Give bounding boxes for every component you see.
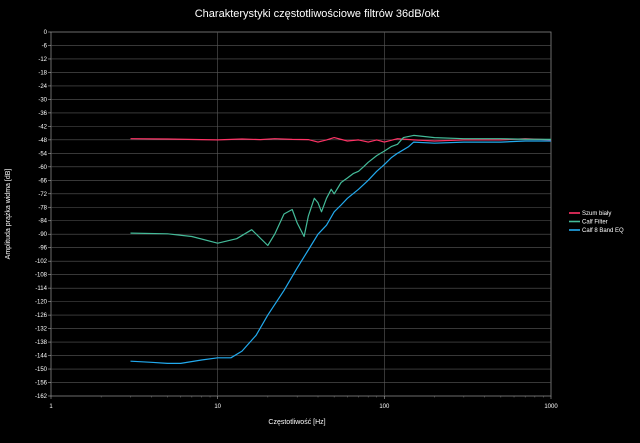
chart-title: Charakterystyki częstotliwościowe filtró… (195, 8, 440, 20)
legend: Szum biały Calf Filter Calf 8 Band EQ (569, 211, 624, 234)
y-tick-label: -66 (38, 178, 47, 184)
x-axis-ticks: 1 10 100 1000 (49, 396, 558, 410)
y-tick-label: -42 (38, 124, 47, 130)
series-line-1 (130, 134, 552, 247)
y-tick-label: -24 (38, 84, 47, 90)
y-tick-label: -6 (42, 43, 48, 49)
series-lines (130, 134, 552, 364)
y-tick-label: -144 (35, 354, 48, 360)
y-tick-label: -120 (35, 300, 48, 306)
y-tick-label: -162 (35, 394, 48, 400)
series-line-0 (130, 137, 552, 143)
y-tick-label: -96 (38, 246, 47, 252)
y-tick-label: -138 (35, 340, 48, 346)
series-line-2 (130, 140, 551, 364)
plot-area (50, 31, 552, 397)
y-tick-label: -72 (38, 192, 47, 198)
grid (51, 32, 551, 396)
y-tick-label: -60 (38, 165, 47, 171)
y-tick-label: -12 (38, 57, 47, 63)
y-axis-ticks: 0 -6 -12 -18 -24 -30 -36 -42 -48 -54 -60 -66 -72 -78 -… (35, 30, 51, 400)
y-tick-label: 0 (44, 30, 48, 36)
x-tick-label: 1000 (544, 404, 558, 410)
y-tick-label: -102 (35, 259, 48, 265)
y-tick-label: -90 (38, 232, 47, 238)
y-tick-label: -156 (35, 381, 48, 387)
y-axis-title: Amplituda prążka widma [dB] (5, 169, 12, 260)
y-tick-label: -84 (38, 219, 47, 225)
y-tick-label: -36 (38, 111, 47, 117)
y-tick-label: -126 (35, 313, 48, 319)
legend-label: Szum biały (582, 211, 611, 217)
y-tick-label: -78 (38, 205, 47, 211)
x-tick-label: 1 (49, 404, 53, 410)
y-tick-label: -30 (38, 97, 47, 103)
y-tick-label: -48 (38, 138, 47, 144)
y-tick-label: -54 (38, 151, 47, 157)
x-tick-label: 10 (214, 404, 221, 410)
y-tick-label: -114 (35, 286, 47, 292)
legend-label: Calf Filter (582, 220, 608, 226)
x-tick-label: 100 (379, 404, 390, 410)
plot-border (50, 31, 552, 397)
y-tick-label: -108 (35, 273, 48, 279)
y-tick-label: -150 (35, 367, 48, 373)
y-tick-label: -18 (38, 70, 47, 76)
x-axis-title: Częstotliwość [Hz] (268, 419, 325, 426)
legend-label: Calf 8 Band EQ (582, 228, 624, 234)
y-tick-label: -132 (35, 327, 48, 333)
